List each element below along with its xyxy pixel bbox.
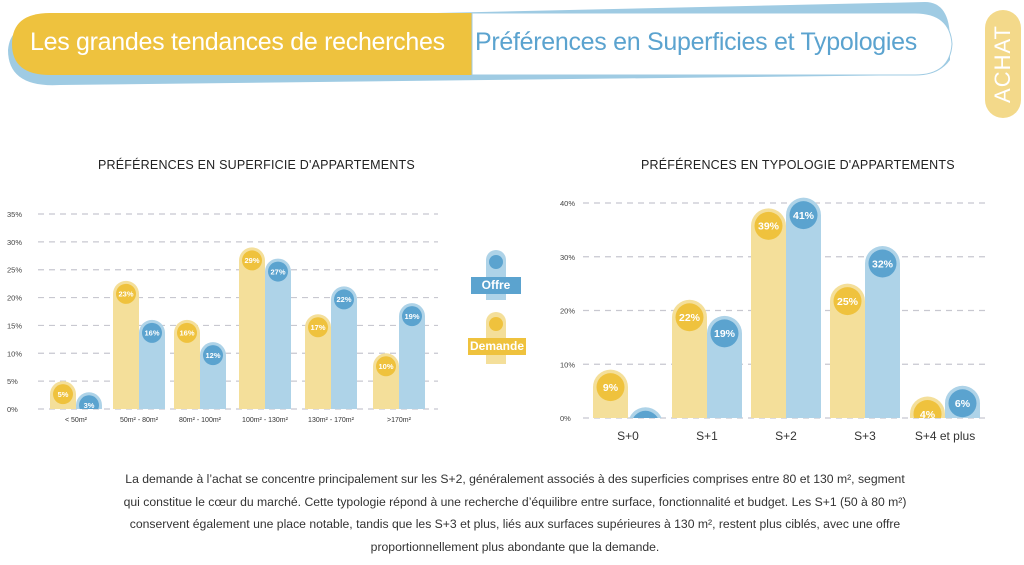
bar-demande: [830, 283, 865, 418]
chart-title-typologie: PRÉFÉRENCES EN TYPOLOGIE D'APPARTEMENTS: [641, 158, 955, 172]
data-dot-demande: [376, 356, 396, 377]
data-dot-demande: [913, 400, 942, 418]
y-tick-label: 0%: [560, 414, 571, 423]
banner-shape: [8, 2, 953, 86]
data-label-offre: 19%: [404, 312, 419, 321]
analysis-paragraph: La demande à l’achat se concentre princi…: [123, 472, 907, 554]
x-tick-label: >170m²: [387, 417, 412, 424]
chart-typologie: 0% 10% 20% 30% 40% 9% 2%S+0 22% 19% S+1 39% 41% S+2 2…: [560, 197, 990, 443]
x-tick-label: S+2: [775, 429, 797, 443]
y-tick-label: 15%: [7, 321, 22, 330]
x-tick-label: S+4 et plus: [915, 429, 975, 443]
data-label-demande: 39%: [758, 221, 780, 233]
data-label-demande: 23%: [118, 290, 133, 299]
x-tick-label: 50m² - 80m²: [120, 417, 159, 424]
legend-demande-label: Demande: [468, 338, 526, 355]
data-dot-offre: [142, 322, 162, 343]
data-dot-demande: [177, 322, 197, 343]
data-dot-demande: [116, 283, 136, 304]
data-dot-offre: [79, 395, 99, 409]
data-label-offre: 27%: [270, 267, 285, 276]
y-tick-label: 5%: [7, 377, 18, 386]
bar-offre: [265, 258, 291, 409]
x-tick-label: < 50m²: [65, 417, 88, 424]
y-tick-label: 35%: [7, 210, 22, 219]
data-label-demande: 29%: [244, 256, 259, 265]
legend: Offre Demande: [466, 250, 546, 370]
chart-title-superficie: PRÉFÉRENCES EN SUPERFICIE D'APPARTEMENTS: [98, 158, 415, 172]
bar-demande: [174, 319, 200, 409]
bar-demande: [751, 208, 786, 418]
data-dot-demande: [596, 373, 625, 402]
data-dot-demande: [53, 384, 73, 405]
legend-demande-dot: [489, 317, 503, 331]
chart-superficie: 0% 5% 10% 15% 20% 25% 30% 35% 5% 3% < 50m² 23% 16% 50…: [7, 210, 438, 424]
section-title: Les grandes tendances de recherches: [30, 28, 445, 56]
data-label-offre: 12%: [205, 351, 220, 360]
data-label-demande: 10%: [378, 362, 393, 371]
data-dot-demande: [833, 287, 862, 316]
data-dot-demande: [754, 211, 783, 240]
y-tick-label: 40%: [560, 199, 575, 208]
bar-demande: [672, 299, 707, 418]
data-label-demande: 16%: [179, 329, 194, 338]
data-label-offre: 3%: [84, 401, 95, 410]
banner-yellow-section: [12, 13, 472, 75]
data-dot-offre: [268, 261, 288, 282]
data-label-offre: 22%: [336, 295, 351, 304]
data-label-demande: 4%: [920, 409, 936, 421]
bar-offre: [786, 197, 821, 418]
data-dot-offre: [334, 289, 354, 310]
data-label-demande: 9%: [603, 382, 619, 394]
bar-demande: [239, 247, 265, 409]
y-tick-label: 10%: [560, 360, 575, 369]
data-label-demande: 17%: [310, 323, 325, 332]
data-dot-offre: [868, 249, 897, 278]
data-label-offre: 16%: [144, 329, 159, 338]
x-tick-label: S+1: [696, 429, 718, 443]
bar-offre: [331, 286, 357, 409]
y-tick-label: 20%: [7, 294, 22, 303]
x-tick-label: 80m² - 100m²: [179, 417, 222, 424]
y-tick-label: 0%: [7, 405, 18, 414]
header-banner: Les grandes tendances de recherches Préf…: [0, 0, 1024, 110]
achat-side-tab[interactable]: ACHAT: [985, 10, 1021, 118]
x-tick-label: S+3: [854, 429, 876, 443]
data-dot-offre: [948, 389, 977, 418]
bar-demande: [113, 280, 139, 409]
data-dot-demande: [675, 303, 704, 332]
banner-white-section: [471, 12, 953, 76]
y-tick-label: 30%: [560, 253, 575, 262]
data-dot-offre: [710, 319, 739, 348]
bar-demande: [305, 314, 331, 409]
legend-offre-label: Offre: [471, 277, 521, 294]
x-tick-label: 100m² - 130m²: [242, 417, 289, 424]
data-dot-offre: [633, 410, 658, 418]
data-dot-offre: [402, 306, 422, 327]
y-tick-label: 20%: [560, 307, 575, 316]
legend-offre-dot: [489, 255, 503, 269]
data-label-offre: 41%: [793, 210, 815, 222]
data-dot-demande: [242, 250, 262, 271]
data-label-demande: 22%: [679, 312, 701, 324]
bar-offre: [399, 303, 425, 409]
y-tick-label: 10%: [7, 349, 22, 358]
x-tick-label: 130m² - 170m²: [308, 417, 355, 424]
data-label-offre: 32%: [872, 258, 894, 270]
data-label-offre: 2%: [638, 420, 654, 432]
data-label-demande: 5%: [58, 390, 69, 399]
data-label-demande: 25%: [837, 296, 859, 308]
data-dot-demande: [308, 317, 328, 338]
x-tick-label: S+0: [617, 429, 639, 443]
side-tab-label: ACHAT: [990, 25, 1015, 103]
data-dot-offre: [203, 345, 223, 366]
page-subtitle: Préférences en Superficies et Typologies: [475, 28, 917, 56]
data-label-offre: 6%: [955, 398, 971, 410]
data-label-offre: 19%: [714, 328, 736, 340]
y-tick-label: 30%: [7, 238, 22, 247]
data-dot-offre: [789, 201, 818, 230]
bar-offre: [865, 246, 900, 418]
bar-offre: [139, 319, 165, 409]
y-tick-label: 25%: [7, 266, 22, 275]
